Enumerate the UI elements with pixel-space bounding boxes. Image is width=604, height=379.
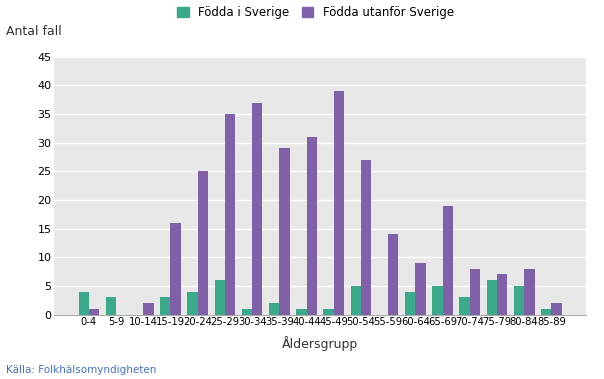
Bar [214, 280, 225, 315]
Bar [470, 269, 480, 315]
Bar [551, 303, 562, 315]
Bar [89, 309, 99, 315]
Bar [541, 309, 551, 315]
Bar [143, 303, 153, 315]
Bar [306, 137, 317, 315]
Bar [269, 303, 279, 315]
Bar [296, 309, 306, 315]
Text: Antal fall: Antal fall [6, 25, 62, 38]
Bar [416, 263, 426, 315]
Bar [323, 309, 334, 315]
Bar [198, 171, 208, 315]
Bar [79, 292, 89, 315]
Bar [242, 309, 252, 315]
Bar [160, 298, 170, 315]
Bar [106, 298, 116, 315]
Bar [487, 280, 497, 315]
Text: Källa: Folkhälsomyndigheten: Källa: Folkhälsomyndigheten [6, 365, 156, 375]
Bar [187, 292, 198, 315]
Bar [279, 149, 290, 315]
Bar [334, 91, 344, 315]
Bar [170, 223, 181, 315]
Bar [361, 160, 371, 315]
Bar [350, 286, 361, 315]
Bar [225, 114, 235, 315]
Bar [460, 298, 470, 315]
Legend: Födda i Sverige, Födda utanför Sverige: Födda i Sverige, Födda utanför Sverige [177, 6, 454, 19]
Bar [497, 274, 507, 315]
Bar [405, 292, 416, 315]
X-axis label: Åldersgrupp: Åldersgrupp [282, 336, 358, 351]
Bar [388, 234, 399, 315]
Bar [524, 269, 535, 315]
Bar [514, 286, 524, 315]
Bar [443, 206, 453, 315]
Bar [252, 103, 263, 315]
Bar [432, 286, 443, 315]
